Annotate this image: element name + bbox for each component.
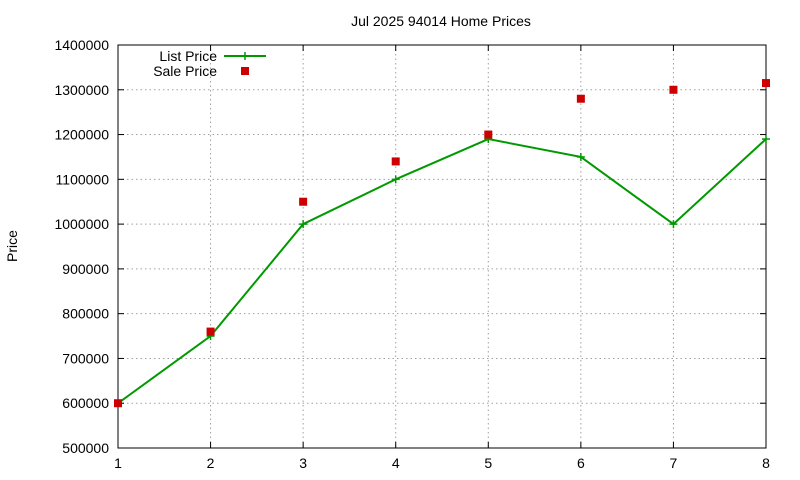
- list-price-point: [576, 152, 585, 161]
- x-tick-label: 4: [392, 455, 400, 471]
- list-price-point: [299, 220, 308, 229]
- sale-price-point: [114, 399, 122, 408]
- sale-price-point: [391, 157, 400, 166]
- x-tick-label: 2: [207, 455, 215, 471]
- x-tick-label: 5: [484, 455, 492, 471]
- y-tick-label: 600000: [62, 395, 109, 411]
- series: [114, 79, 770, 408]
- sale-price-point: [206, 327, 215, 336]
- x-tick-label: 3: [299, 455, 307, 471]
- y-tick-label: 1400000: [54, 37, 109, 53]
- x-tick-label: 8: [762, 455, 770, 471]
- list-price-point: [762, 135, 770, 144]
- x-tick-label: 7: [670, 455, 678, 471]
- y-axis-label: Price: [4, 230, 20, 262]
- legend-label: List Price: [159, 48, 217, 64]
- sale-price-point: [484, 130, 493, 139]
- sale-price-point: [576, 94, 585, 103]
- y-tick-label: 700000: [62, 350, 109, 366]
- chart-title: Jul 2025 94014 Home Prices: [351, 13, 531, 29]
- sale-price-point: [669, 85, 678, 94]
- sale-price-point: [762, 79, 770, 88]
- x-tick-label: 6: [577, 455, 585, 471]
- y-tick-label: 1000000: [54, 216, 109, 232]
- y-tick-label: 900000: [62, 261, 109, 277]
- y-tick-label: 1100000: [56, 171, 110, 187]
- x-tick-label: 1: [114, 455, 122, 471]
- y-tick-label: 500000: [62, 440, 109, 456]
- list-price-line: [117, 137, 767, 405]
- list-price-point: [669, 220, 678, 229]
- legend-square-swatch: [241, 67, 249, 75]
- plot-frame: [117, 44, 767, 449]
- list-price-point: [391, 175, 400, 184]
- legend-label: Sale Price: [153, 63, 217, 79]
- sale-price-point: [299, 197, 308, 206]
- y-tick-label: 1200000: [54, 127, 109, 143]
- y-tick-label: 800000: [62, 306, 109, 322]
- axis-ticks: 500000 600000 700000 800000 900000 1000000 110…: [54, 37, 770, 471]
- grid: [118, 45, 766, 448]
- y-tick-label: 1300000: [54, 82, 109, 98]
